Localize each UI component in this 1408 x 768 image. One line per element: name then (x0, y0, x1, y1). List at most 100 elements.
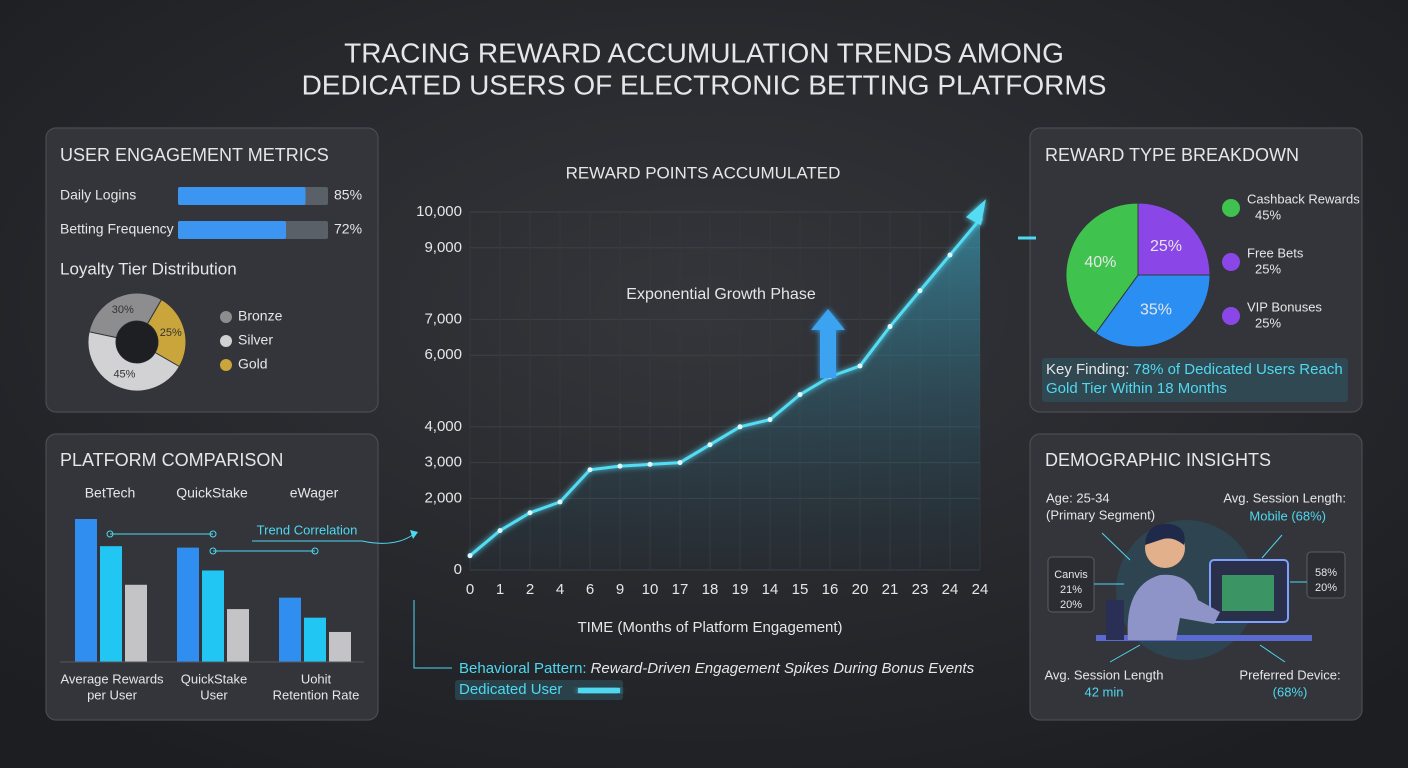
category-label: per User (87, 687, 138, 702)
panel-title: USER ENGAGEMENT METRICS (60, 145, 329, 165)
bar (75, 519, 97, 662)
bar (279, 597, 301, 662)
category-label: eWager (290, 485, 339, 501)
demo-value: Mobile (68%) (1249, 508, 1326, 523)
charts: USER ENGAGEMENT METRICS Daily Logins 85% Be… (60, 145, 1360, 702)
glow-bar (578, 688, 620, 693)
pattern-label: Behavioral Pattern: (459, 660, 587, 677)
x-tick-label: 24 (972, 581, 989, 598)
point (947, 252, 953, 258)
x-tick-label: 17 (672, 581, 689, 598)
category-label: Uohit (301, 671, 332, 686)
demo-value: (68%) (1273, 684, 1308, 699)
demo-box (1306, 551, 1346, 599)
y-tick-label: 4,000 (424, 418, 462, 435)
connector-dot (311, 547, 319, 555)
demo-text: Age: 25-34 (1046, 490, 1110, 505)
legend-label: VIP Bonuses (1247, 299, 1322, 314)
demo-box-text: 21% (1060, 584, 1082, 596)
point (857, 363, 863, 369)
demo-box-text: 20% (1060, 599, 1082, 611)
growth-arrow (811, 309, 845, 378)
desk (1096, 635, 1312, 641)
demo-text: Avg. Session Length (1044, 667, 1163, 682)
point (887, 324, 893, 330)
bar (202, 570, 224, 662)
bar (227, 609, 249, 662)
legend-icon (1222, 307, 1240, 325)
value-label: 45% (113, 369, 135, 381)
arrow-head (966, 199, 986, 226)
demo-text: (Primary Segment) (1046, 507, 1155, 522)
person-body (1127, 574, 1220, 640)
highlight (455, 680, 623, 700)
legend-swatch (220, 311, 232, 323)
value-label: 25% (160, 327, 182, 339)
x-tick-label: 23 (912, 581, 929, 598)
category-label: User (200, 687, 228, 702)
connectors (1094, 532, 1307, 663)
connector-dot (209, 530, 217, 538)
title-line: TRACING REWARD ACCUMULATION TRENDS AMONG (344, 37, 1064, 68)
title: TRACING REWARD ACCUMULATION TRENDS AMONG… (302, 37, 1107, 100)
category-label: Betting Frequency (60, 221, 174, 237)
title-line: DEDICATED USERS OF ELECTRONIC BETTING PL… (302, 69, 1107, 100)
pie-slice (1137, 202, 1211, 276)
bar (329, 631, 351, 662)
value-label: 72% (334, 221, 362, 237)
legend-swatch (220, 335, 232, 347)
annotation: Exponential Growth Phase (626, 286, 816, 303)
x-tick-label: 18 (702, 581, 719, 598)
legend-label: Cashback Rewards (1247, 191, 1360, 206)
bar (178, 187, 306, 205)
donut-hole (116, 321, 158, 363)
legend-icon (1222, 199, 1240, 217)
key-finding: Key Finding: 78% of Dedicated Users Reach (1046, 361, 1343, 378)
category-label: BetTech (85, 485, 136, 501)
screen-data (1222, 575, 1274, 611)
point (467, 553, 473, 559)
annotation: Trend Correlation (257, 522, 358, 537)
category-label: QuickStake (176, 485, 248, 501)
bar (100, 546, 122, 662)
pie-slice (1065, 202, 1139, 334)
point (677, 460, 683, 466)
point (917, 288, 923, 294)
point (707, 442, 713, 448)
y-tick-label: 7,000 (424, 310, 462, 327)
bar (178, 221, 286, 239)
demo-text: Preferred Device: (1239, 667, 1340, 682)
x-tick-label: 9 (616, 581, 624, 598)
axis-title: TIME (Months of Platform Engagement) (577, 619, 842, 636)
legend-value: 45% (1255, 207, 1281, 222)
x-tick-label: 24 (942, 581, 959, 598)
point (737, 424, 743, 430)
pattern-text: Reward-Driven Engagement Spikes During B… (591, 660, 975, 677)
line (469, 218, 982, 557)
pattern-connector (413, 600, 452, 669)
connector-dot (209, 547, 217, 555)
pie-slice (1094, 274, 1211, 348)
value-label: 85% (334, 187, 362, 203)
demo-text: Avg. Session Length: (1223, 490, 1346, 505)
bar (125, 584, 147, 662)
behavioral-pattern: Behavioral Pattern: Reward-Driven Engagem… (459, 660, 975, 677)
panel-title: DEMOGRAPHIC INSIGHTS (1045, 450, 1271, 470)
key-finding-text: Gold Tier Within 18 Months (1046, 380, 1227, 397)
key-finding-text: 78% of Dedicated Users Reach (1133, 361, 1342, 378)
panel-title: PLATFORM COMPARISON (60, 450, 283, 470)
x-tick-label: 19 (732, 581, 749, 598)
annotation-arrow (252, 533, 415, 544)
connector-dot (106, 530, 114, 538)
x-tick-label: 14 (762, 581, 779, 598)
chair (1106, 600, 1124, 640)
value-label: 40% (1084, 254, 1116, 271)
x-tick-label: 0 (466, 581, 474, 598)
legend-label: Gold (238, 356, 268, 372)
dedicated-user: Dedicated User (459, 681, 562, 698)
area (470, 219, 980, 570)
point (797, 392, 803, 398)
person-hair (1145, 523, 1185, 545)
legend-label: Silver (238, 332, 273, 348)
point (497, 528, 503, 534)
